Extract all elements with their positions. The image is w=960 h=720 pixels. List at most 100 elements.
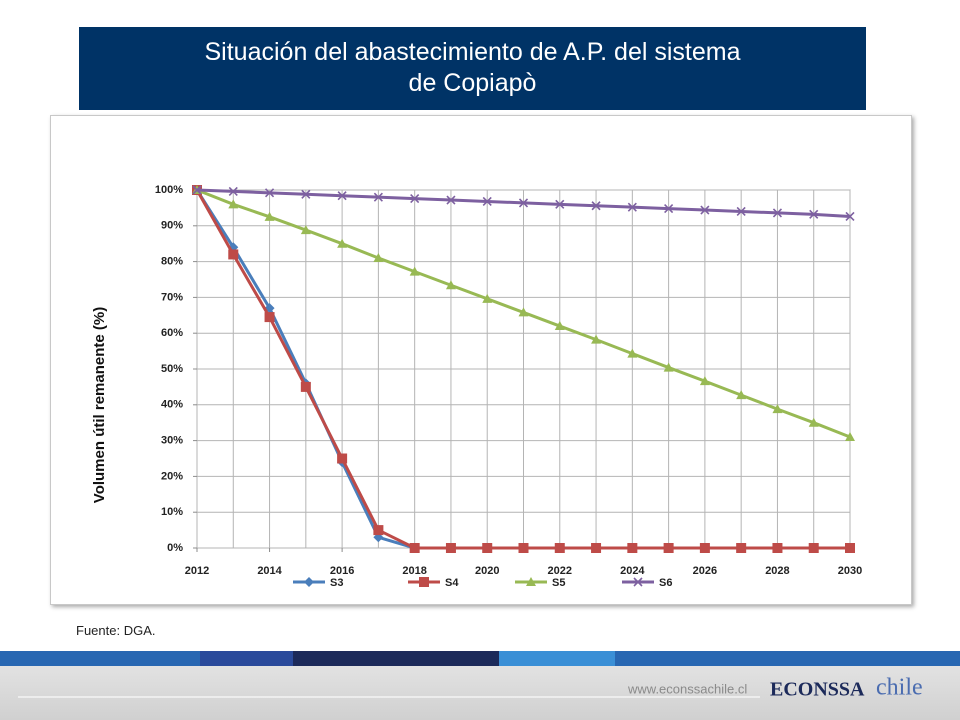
y-tick-label: 100%: [155, 184, 183, 196]
data-point: [736, 390, 747, 400]
data-point: [518, 307, 529, 317]
data-point: [337, 238, 348, 248]
data-point: [228, 199, 239, 209]
data-point: [591, 543, 602, 553]
band: [293, 651, 499, 666]
data-point: [373, 253, 384, 263]
legend-marker: [304, 577, 314, 587]
legend-label: S6: [659, 577, 672, 589]
band: [200, 651, 293, 666]
x-tick-label: 2028: [765, 565, 789, 577]
y-tick-label: 90%: [161, 220, 183, 232]
data-point: [554, 543, 565, 553]
data-point: [373, 192, 383, 202]
data-point: [555, 199, 565, 209]
data-point: [627, 202, 637, 212]
footer-url: www.econssachile.cl: [627, 681, 747, 696]
data-point: [591, 334, 602, 344]
data-point: [410, 194, 420, 204]
band: [615, 651, 960, 666]
title-line: de Copiapò: [408, 69, 537, 97]
y-tick-label: 0%: [167, 542, 183, 554]
data-point: [409, 543, 420, 553]
data-point: [337, 191, 347, 201]
y-tick-label: 10%: [161, 506, 183, 518]
data-point: [192, 185, 202, 195]
title-line: Situación del abastecimiento de A.P. del…: [204, 38, 741, 66]
data-point: [482, 196, 492, 207]
y-tick-label: 20%: [161, 470, 183, 482]
data-point: [228, 186, 238, 196]
data-point: [300, 225, 311, 235]
data-point: [664, 204, 674, 214]
data-point: [518, 198, 529, 208]
y-tick-label: 50%: [161, 363, 183, 375]
data-point: [300, 381, 311, 392]
data-point: [772, 543, 783, 553]
data-point: [736, 543, 747, 553]
data-point: [772, 208, 783, 218]
legend-label: S4: [445, 577, 459, 589]
footer-bar: [0, 666, 960, 720]
data-point: [228, 249, 239, 260]
y-tick-label: 40%: [161, 399, 183, 411]
data-point: [446, 195, 456, 205]
legend-label: S5: [552, 577, 565, 589]
band: [499, 651, 615, 666]
data-point: [845, 543, 855, 553]
data-point: [627, 543, 638, 553]
x-tick-label: 2024: [620, 565, 645, 577]
data-point: [736, 206, 746, 217]
legend-label: S3: [330, 577, 343, 589]
data-point: [264, 211, 275, 221]
data-point: [627, 348, 638, 358]
x-tick-label: 2018: [402, 565, 426, 577]
band: [0, 651, 200, 666]
data-point: [301, 189, 311, 199]
data-point: [809, 209, 819, 219]
data-point: [409, 266, 420, 276]
data-point: [845, 211, 855, 222]
legend-marker: [526, 577, 536, 586]
legend-marker: [633, 577, 643, 587]
x-tick-label: 2020: [475, 565, 499, 577]
data-point: [808, 417, 819, 427]
data-point: [264, 312, 275, 323]
data-point: [663, 362, 674, 372]
data-point: [264, 188, 275, 198]
legend-marker: [419, 577, 429, 587]
y-tick-label: 70%: [161, 291, 183, 303]
x-tick-label: 2022: [548, 565, 572, 577]
data-point: [663, 543, 674, 553]
data-point: [554, 321, 565, 331]
y-tick-label: 80%: [161, 256, 183, 268]
data-point: [337, 453, 348, 464]
data-point: [699, 376, 710, 386]
data-point: [482, 293, 493, 303]
y-tick-label: 60%: [161, 327, 183, 339]
x-tick-label: 2014: [257, 565, 282, 577]
data-point: [808, 543, 819, 553]
data-point: [591, 201, 601, 211]
data-point: [845, 432, 855, 442]
x-tick-label: 2030: [838, 565, 862, 577]
logo-bold: ECONSSA: [770, 679, 865, 701]
x-tick-label: 2026: [693, 565, 717, 577]
data-point: [699, 543, 710, 553]
y-tick-label: 30%: [161, 435, 183, 447]
data-point: [518, 543, 529, 553]
data-point: [445, 543, 456, 553]
data-point: [700, 205, 710, 215]
data-point: [482, 543, 493, 553]
logo-light: chile: [876, 675, 923, 701]
data-point: [772, 404, 783, 414]
x-tick-label: 2012: [185, 565, 209, 577]
x-tick-label: 2016: [330, 565, 354, 577]
data-point: [445, 280, 456, 290]
title-box: Situación del abastecimiento de A.P. del…: [79, 27, 866, 110]
y-axis-label: Volumen útil remanente (%): [91, 307, 108, 503]
source-note: Fuente: DGA.: [76, 623, 156, 638]
data-point: [373, 525, 384, 536]
